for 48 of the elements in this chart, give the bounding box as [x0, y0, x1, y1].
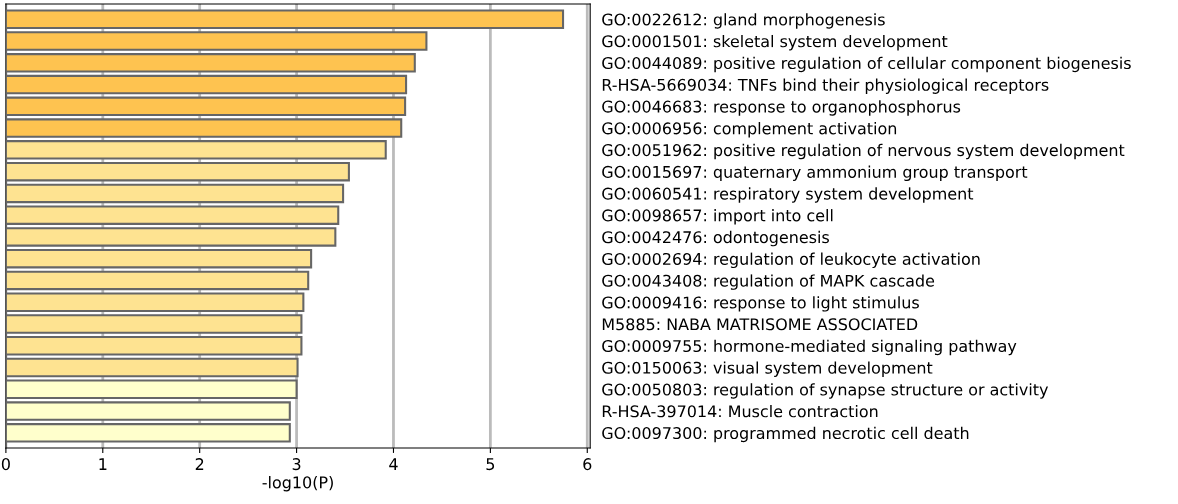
y-tick-label: M5885: NABA MATRISOME ASSOCIATED	[602, 318, 918, 331]
bar	[5, 161, 350, 182]
bar	[5, 205, 340, 225]
y-tick-label: GO:0051962: positive regulation of nervous system development	[602, 143, 1125, 160]
bar	[5, 248, 313, 269]
bar	[5, 118, 403, 138]
bar	[5, 9, 565, 30]
bar	[5, 183, 345, 204]
bar	[5, 314, 303, 334]
bar	[5, 292, 305, 312]
x-axis-title: -log10(P)	[262, 476, 333, 492]
bar	[5, 53, 416, 73]
y-tick-label: GO:0097300: programmed necrotic cell death	[602, 426, 969, 443]
y-tick-label: GO:0006956: complement activation	[602, 122, 897, 138]
bar	[5, 96, 407, 117]
y-tick-label: GO:0060541: respiratory system development	[602, 187, 974, 203]
y-tick-label: GO:0050803: regulation of synapse structure or activity	[602, 383, 1049, 399]
bar	[5, 140, 387, 160]
x-tick-label: 5	[486, 458, 495, 471]
y-tick-label: GO:0043408: regulation of MAPK cascade	[602, 274, 935, 290]
bar	[5, 357, 299, 378]
y-tick-label: GO:0150063: visual system development	[602, 361, 933, 377]
y-tick-label: GO:0022612: gland morphogenesis	[602, 13, 885, 29]
y-tick-label: GO:0015697: quaternary ammonium group transport	[602, 165, 1028, 182]
x-tick-label: 6	[583, 458, 592, 471]
y-tick-label: GO:0001501: skeletal system development	[602, 34, 948, 51]
y-tick-label: GO:0009416: response to light stimulus	[602, 296, 919, 312]
x-tick-label: 0	[1, 458, 10, 471]
bar	[5, 336, 303, 356]
bar	[5, 270, 310, 291]
bar	[5, 74, 408, 95]
y-tick-label: GO:0046683: response to organophosphorus	[602, 100, 961, 116]
y-tick-label: GO:0098657: import into cell	[602, 209, 833, 225]
bar	[5, 423, 291, 443]
bar	[5, 379, 298, 400]
x-tick-label: 2	[195, 458, 204, 470]
x-tick-label: 4	[389, 458, 398, 470]
y-tick-label: GO:0042476: odontogenesis	[602, 230, 829, 247]
x-tick-label: 1	[99, 458, 107, 470]
y-tick-label: R-HSA-397014: Muscle contraction	[602, 404, 878, 418]
y-tick-label: GO:0044089: positive regulation of cellular component biogenesis	[602, 56, 1131, 73]
x-tick-label: 3	[292, 458, 301, 471]
bar	[5, 401, 291, 421]
y-tick-label: GO:0002694: regulation of leukocyte activation	[602, 252, 980, 269]
y-tick-label: GO:0009755: hormone-mediated signaling pathway	[602, 339, 1017, 356]
bar	[5, 227, 337, 247]
bar	[5, 31, 428, 51]
y-tick-label: R-HSA-5669034: TNFs bind their physiological receptors	[602, 78, 1049, 94]
